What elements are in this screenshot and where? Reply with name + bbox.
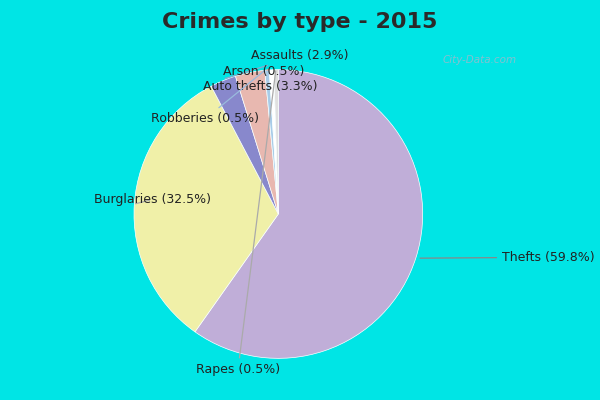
Text: City-Data.com: City-Data.com: [442, 55, 517, 65]
Wedge shape: [195, 70, 422, 358]
Text: Thefts (59.8%): Thefts (59.8%): [420, 251, 595, 264]
Wedge shape: [274, 70, 278, 214]
Text: Rapes (0.5%): Rapes (0.5%): [196, 71, 280, 376]
Wedge shape: [265, 70, 278, 214]
Text: Arson (0.5%): Arson (0.5%): [223, 64, 305, 78]
Text: Crimes by type - 2015: Crimes by type - 2015: [163, 12, 437, 32]
Wedge shape: [134, 86, 278, 332]
Text: Burglaries (32.5%): Burglaries (32.5%): [94, 193, 211, 206]
Wedge shape: [211, 76, 278, 214]
Text: Assaults (2.9%): Assaults (2.9%): [225, 49, 349, 78]
Wedge shape: [269, 70, 278, 214]
Text: Auto thefts (3.3%): Auto thefts (3.3%): [203, 73, 318, 94]
Wedge shape: [235, 70, 278, 214]
Text: Robberies (0.5%): Robberies (0.5%): [151, 70, 265, 125]
